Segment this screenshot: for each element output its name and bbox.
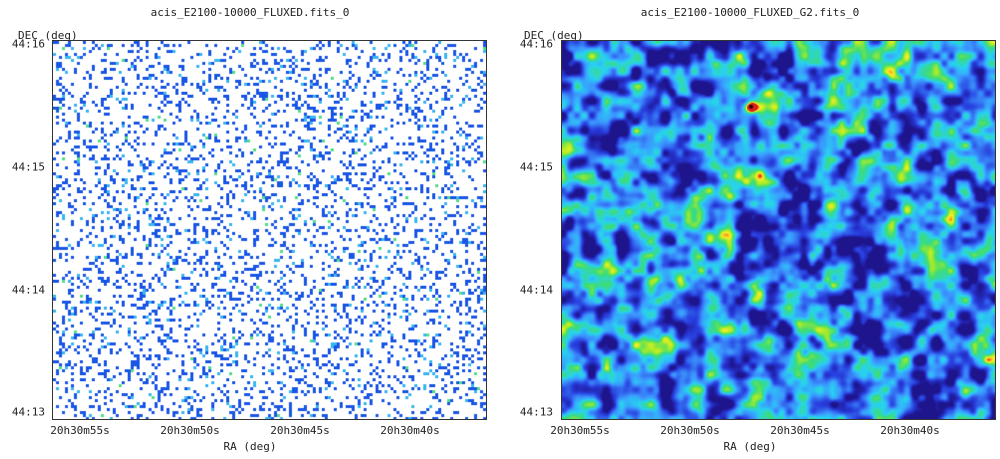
y-tick-label: 44:14 [519, 283, 553, 297]
y-tick-label: 44:15 [519, 160, 553, 174]
panel-title: acis_E2100-10000_FLUXED_G2.fits_0 [640, 6, 860, 19]
y-tick-label: 44:13 [11, 405, 45, 419]
y-tick-label: 44:13 [519, 405, 553, 419]
y-tick-label: 44:14 [11, 283, 45, 297]
x-tick-label: 20h30m50s [160, 424, 220, 437]
x-tick-label: 20h30m55s [50, 424, 110, 437]
image-frame[interactable] [52, 40, 487, 420]
y-axis-label: DEC (deg) [18, 29, 78, 42]
x-tick-label: 20h30m50s [660, 424, 720, 437]
y-axis-label: DEC (deg) [524, 29, 584, 42]
x-tick-label: 20h30m40s [880, 424, 940, 437]
x-tick-label: 20h30m45s [270, 424, 330, 437]
fluxed-image[interactable] [53, 41, 486, 419]
left-image-panel: acis_E2100-10000_FLUXED.fits_0 DEC (deg)… [11, 6, 487, 453]
y-tick-label: 44:16 [519, 37, 553, 51]
x-tick-label: 20h30m40s [380, 424, 440, 437]
right-image-panel: acis_E2100-10000_FLUXED_G2.fits_0 DEC (d… [500, 0, 1000, 459]
image-frame[interactable] [561, 40, 996, 420]
y-tick-label: 44:16 [11, 37, 45, 51]
panel-title: acis_E2100-10000_FLUXED.fits_0 [150, 6, 350, 19]
y-tick-label: 44:15 [11, 160, 45, 174]
x-axis-label: RA (deg) [723, 440, 777, 453]
x-tick-label: 20h30m45s [770, 424, 830, 437]
x-axis-label: RA (deg) [223, 440, 277, 453]
x-tick-label: 20h30m55s [550, 424, 610, 437]
smoothed-image[interactable] [562, 41, 995, 419]
